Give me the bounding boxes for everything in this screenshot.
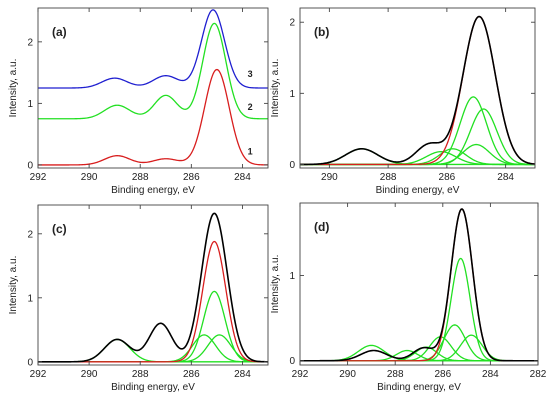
x-tick-label: 284 bbox=[234, 369, 251, 380]
plot-frame bbox=[37, 7, 269, 169]
y-axis-title: Intensity, a.u. bbox=[270, 59, 281, 118]
x-tick-label: 290 bbox=[321, 172, 338, 183]
chart-panel-1: 292 290 288 286 284 0 1 2 Binding energy, eV Inte… bbox=[8, 7, 269, 196]
y-axis-title: Intensity, a.u. bbox=[270, 255, 281, 314]
x-tick-label: 288 bbox=[380, 172, 397, 183]
curve-label: 1 bbox=[248, 146, 253, 156]
x-tick-label: 290 bbox=[81, 369, 98, 380]
x-tick-label: 290 bbox=[339, 369, 356, 380]
series-group bbox=[300, 208, 538, 362]
x-axis-title: Binding energy, eV bbox=[111, 382, 195, 393]
x-tick-label: 288 bbox=[387, 369, 404, 380]
series-line-green-1 bbox=[300, 150, 535, 166]
x-tick-label: 292 bbox=[30, 172, 47, 183]
series-line-green-3 bbox=[38, 290, 268, 363]
series-line-black-7 bbox=[300, 15, 535, 166]
x-tick-label: 292 bbox=[292, 369, 309, 380]
series-line-red-4 bbox=[38, 240, 268, 363]
y-tick-label: 1 bbox=[27, 293, 33, 304]
x-tick-label: 290 bbox=[81, 172, 98, 183]
y-tick-label: 1 bbox=[27, 99, 33, 110]
series-group bbox=[38, 9, 268, 166]
y-tick-label: 2 bbox=[27, 37, 33, 48]
series-line-green-0 bbox=[38, 338, 268, 363]
plot-frame bbox=[299, 202, 539, 366]
y-tick-label: 2 bbox=[27, 229, 33, 240]
x-tick-label: 286 bbox=[183, 172, 200, 183]
x-tick-label: 286 bbox=[183, 369, 200, 380]
panel-label: (c) bbox=[52, 222, 67, 236]
x-tick-label: 284 bbox=[497, 172, 514, 183]
plot-frame bbox=[37, 204, 269, 366]
x-tick-label: 288 bbox=[132, 369, 149, 380]
curve-label: 3 bbox=[248, 69, 253, 79]
x-axis-title: Binding energy, eV bbox=[111, 185, 195, 196]
series-line-black-8 bbox=[300, 208, 538, 362]
x-axis-title: Binding energy, eV bbox=[376, 185, 460, 196]
series-group bbox=[38, 212, 268, 363]
y-tick-label: 1 bbox=[289, 89, 295, 100]
panel-label: (a) bbox=[52, 25, 67, 39]
chart-panel-2: 290 288 286 284 0 1 2 Binding energy, eV Intensi… bbox=[270, 7, 536, 196]
chart-panel-4: 292 290 288 286 284 282 0 1 Binding energy, eV In… bbox=[270, 202, 547, 393]
series-line-black-5 bbox=[38, 212, 268, 363]
series-line-red-2 bbox=[38, 68, 268, 166]
series-line-green-6 bbox=[300, 257, 538, 362]
x-tick-label: 284 bbox=[482, 369, 499, 380]
x-tick-label: 282 bbox=[530, 369, 547, 380]
x-tick-label: 286 bbox=[439, 172, 456, 183]
panel-label: (d) bbox=[314, 220, 329, 234]
x-tick-label: 286 bbox=[434, 369, 451, 380]
series-line-red-6 bbox=[300, 15, 535, 166]
x-axis-title: Binding energy, eV bbox=[377, 382, 461, 393]
series-group bbox=[300, 15, 535, 166]
series-line-red-7 bbox=[300, 208, 538, 362]
y-axis-title: Intensity, a.u. bbox=[8, 256, 19, 315]
x-tick-label: 288 bbox=[132, 172, 149, 183]
y-tick-label: 0 bbox=[27, 160, 33, 171]
series-line-green-0 bbox=[300, 344, 538, 362]
y-tick-label: 0 bbox=[289, 356, 295, 367]
x-tick-label: 292 bbox=[30, 369, 47, 380]
y-tick-label: 0 bbox=[289, 160, 295, 171]
y-tick-label: 1 bbox=[289, 271, 295, 282]
series-line-blue-0 bbox=[38, 9, 268, 89]
series-line-green-1 bbox=[300, 349, 538, 362]
series-line-green-4 bbox=[300, 96, 535, 166]
y-axis-title: Intensity, a.u. bbox=[8, 59, 19, 118]
chart-panel-3: 292 290 288 286 284 0 1 2 Binding energy, eV Inte… bbox=[8, 204, 269, 393]
y-tick-label: 2 bbox=[289, 18, 295, 29]
series-line-green-1 bbox=[38, 22, 268, 120]
y-tick-label: 0 bbox=[27, 357, 33, 368]
plot-frame bbox=[299, 7, 536, 169]
curve-label: 2 bbox=[248, 102, 253, 112]
panel-label: (b) bbox=[314, 25, 329, 39]
x-tick-label: 284 bbox=[234, 172, 251, 183]
